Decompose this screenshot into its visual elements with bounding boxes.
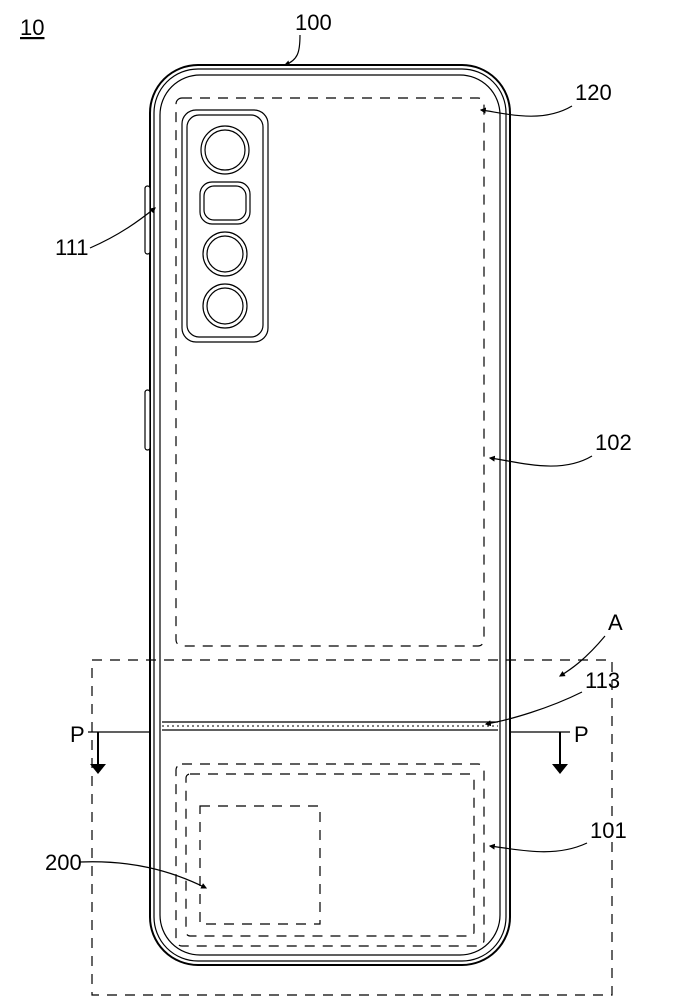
ref-label-101: 101 bbox=[590, 818, 627, 843]
ref-label-120: 120 bbox=[575, 80, 612, 105]
ref-label-A: A bbox=[608, 610, 623, 635]
ref-label-P_left: P bbox=[70, 722, 85, 747]
patent-figure: 10 100 120 111 102 A 113 101 200 P P bbox=[0, 0, 692, 1000]
ref-label-10: 10 bbox=[20, 15, 44, 40]
ref-label-100: 100 bbox=[295, 10, 332, 35]
ref-label-200: 200 bbox=[45, 850, 82, 875]
ref-label-102: 102 bbox=[595, 430, 632, 455]
ref-label-P_right: P bbox=[574, 722, 589, 747]
ref-label-111: 111 bbox=[55, 235, 88, 260]
ref-label-113: 113 bbox=[585, 668, 620, 693]
